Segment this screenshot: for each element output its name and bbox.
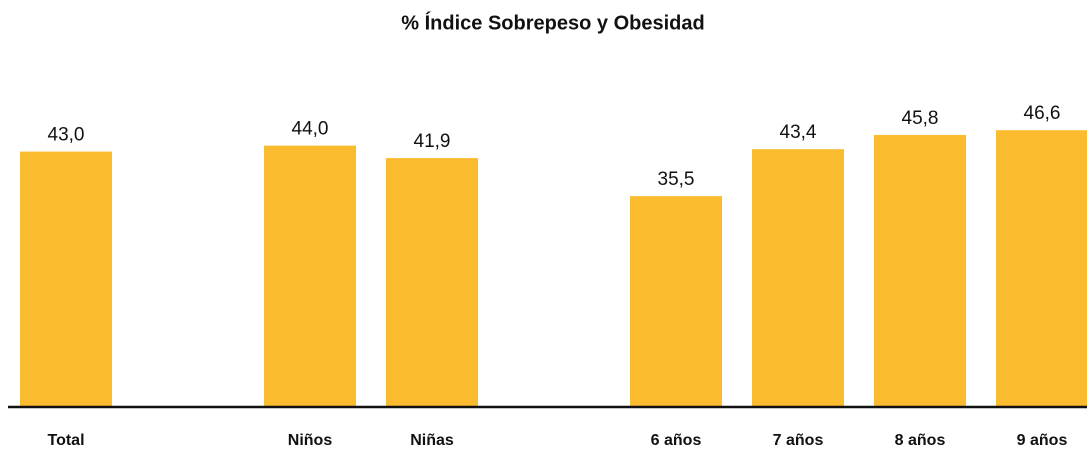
value-label: 45,8 [902, 108, 939, 129]
value-label: 43,4 [780, 122, 817, 143]
bar [630, 196, 722, 407]
x-tick-label: Niñas [410, 432, 454, 449]
x-tick-label: 6 años [651, 432, 702, 449]
x-tick-label: 8 años [895, 432, 946, 449]
bar [752, 149, 844, 408]
bar [874, 134, 966, 407]
value-label: 43,0 [48, 125, 85, 146]
bar [20, 151, 112, 407]
chart-title: % Índice Sobrepeso y Obesidad [401, 11, 704, 34]
x-tick-label: 7 años [773, 432, 824, 449]
value-label: 35,5 [658, 169, 695, 190]
bar [264, 145, 356, 407]
x-tick-label: Niños [288, 432, 333, 449]
bar [386, 158, 478, 407]
value-label: 46,6 [1024, 103, 1061, 124]
value-label: 44,0 [292, 119, 329, 140]
x-tick-label: 9 años [1017, 432, 1068, 449]
x-tick-label: Total [47, 432, 84, 449]
value-label: 41,9 [414, 131, 451, 152]
bar [996, 130, 1087, 408]
